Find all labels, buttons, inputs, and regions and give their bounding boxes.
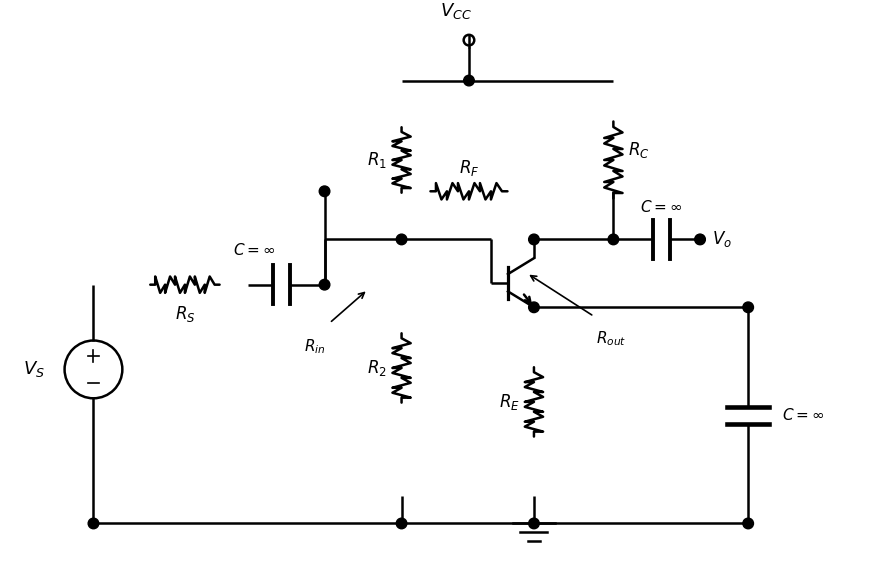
Circle shape bbox=[88, 518, 99, 529]
Text: $R_2$: $R_2$ bbox=[368, 358, 387, 378]
Text: $R_F$: $R_F$ bbox=[459, 158, 479, 178]
Text: $V_S$: $V_S$ bbox=[23, 359, 45, 380]
Text: $R_{out}$: $R_{out}$ bbox=[596, 329, 627, 347]
Text: $C=\infty$: $C=\infty$ bbox=[640, 199, 682, 215]
Circle shape bbox=[464, 75, 474, 86]
Circle shape bbox=[396, 518, 407, 529]
Circle shape bbox=[608, 234, 619, 245]
Circle shape bbox=[529, 234, 539, 245]
Text: $R_{in}$: $R_{in}$ bbox=[304, 338, 325, 356]
Circle shape bbox=[529, 518, 539, 529]
Text: $R_E$: $R_E$ bbox=[499, 392, 520, 412]
Circle shape bbox=[529, 302, 539, 312]
Text: $R_C$: $R_C$ bbox=[628, 140, 650, 161]
Circle shape bbox=[396, 234, 407, 245]
Circle shape bbox=[743, 302, 753, 312]
Text: $V_o$: $V_o$ bbox=[712, 230, 732, 249]
Text: $V_{CC}$: $V_{CC}$ bbox=[440, 1, 472, 21]
Text: $R_1$: $R_1$ bbox=[367, 150, 387, 170]
Circle shape bbox=[319, 279, 330, 290]
Circle shape bbox=[695, 234, 705, 245]
Text: $C=\infty$: $C=\infty$ bbox=[781, 408, 824, 423]
Circle shape bbox=[743, 518, 753, 529]
Circle shape bbox=[319, 186, 330, 197]
Text: $R_S$: $R_S$ bbox=[175, 304, 195, 324]
Text: $C=\infty$: $C=\infty$ bbox=[233, 242, 276, 258]
